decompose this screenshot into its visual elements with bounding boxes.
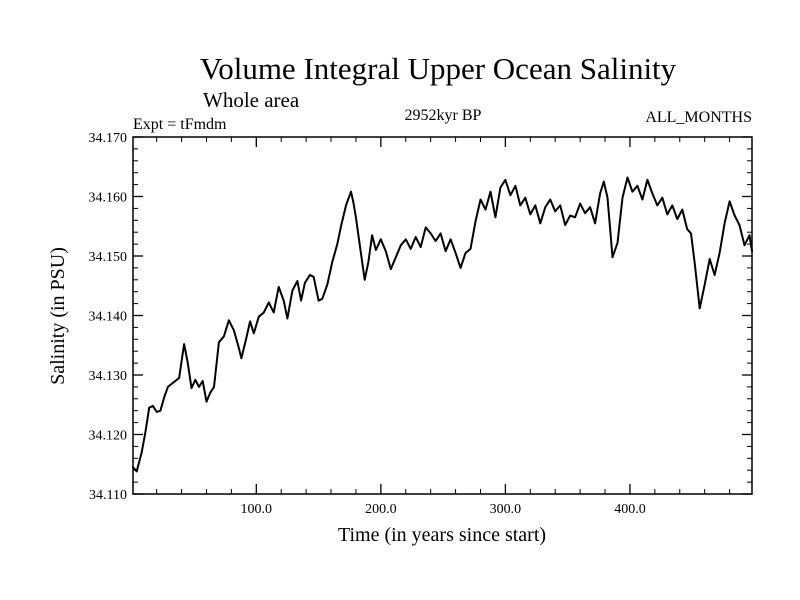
x-tick-label: 400.0 — [614, 502, 646, 517]
y-tick-label: 34.110 — [89, 488, 127, 503]
y-axis-ticks: 34.110 34.120 34.130 34.140 34.150 34.160 34.1… — [89, 131, 752, 503]
x-axis-label: Time (in years since start) — [338, 524, 546, 546]
y-tick-label: 34.170 — [89, 131, 128, 146]
y-tick-label: 34.150 — [89, 250, 128, 265]
period-label: 2952kyr BP — [405, 107, 482, 124]
chart-title: Volume Integral Upper Ocean Salinity — [200, 51, 677, 86]
y-tick-label: 34.140 — [89, 310, 128, 325]
y-axis-label: Salinity (in PSU) — [47, 247, 69, 385]
x-tick-label: 300.0 — [490, 502, 522, 517]
experiment-label: Expt = tFmdm — [133, 116, 227, 133]
chart-subtitle: Whole area — [203, 88, 300, 112]
x-axis-ticks: 100.0 200.0 300.0 400.0 — [156, 137, 731, 517]
x-tick-label: 200.0 — [365, 502, 397, 517]
y-tick-label: 34.120 — [89, 429, 128, 444]
months-label: ALL_MONTHS — [645, 109, 752, 126]
plot-frame — [132, 136, 753, 495]
y-tick-label: 34.160 — [89, 191, 128, 206]
y-tick-label: 34.130 — [89, 369, 128, 384]
x-tick-label: 100.0 — [241, 502, 273, 517]
salinity-series-line — [132, 176, 753, 473]
